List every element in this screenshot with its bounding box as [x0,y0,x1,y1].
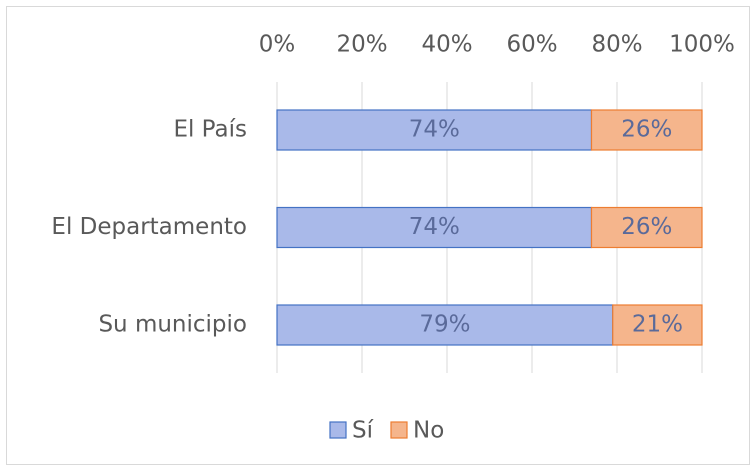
data-label: 74% [409,117,460,143]
bar-segment [276,304,614,346]
legend-label: No [413,418,444,444]
legend-swatch [329,421,347,439]
x-tick-label: 40% [421,32,472,58]
x-tick-label: 60% [506,32,557,58]
legend-label: Sí [352,418,374,444]
data-label: 79% [419,312,470,338]
category-label: El País [173,117,247,143]
data-label: 74% [409,214,460,240]
x-tick-label: 20% [336,32,387,58]
x-tick-label: 100% [669,32,735,58]
data-label: 26% [621,117,672,143]
data-label: 21% [632,312,683,338]
x-tick-label: 80% [591,32,642,58]
bar-segment [590,109,703,151]
category-label: Su municipio [98,312,247,338]
bar-segment [612,304,703,346]
x-tick-label: 0% [259,32,296,58]
bar-segment [276,206,593,249]
legend-swatch [390,421,408,439]
data-label: 26% [621,214,672,240]
category-label: El Departamento [51,214,247,240]
bar-segment [590,206,703,249]
